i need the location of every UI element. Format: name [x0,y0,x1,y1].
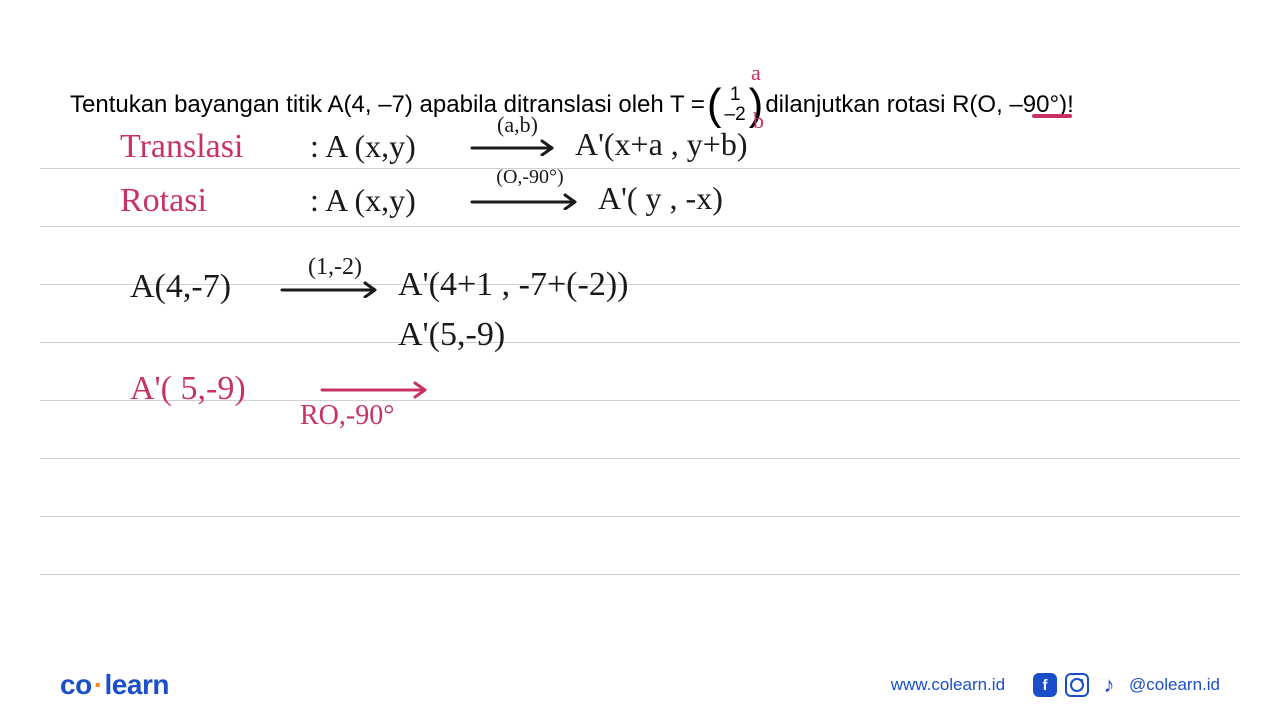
arrow-icon [470,188,590,210]
hw-line3-left: A(4,-7) [130,268,231,306]
logo-co: co [60,669,92,700]
hw-line1-left: : A (x,y) [310,128,416,165]
ruled-line [40,342,1240,343]
footer-right: www.colearn.id f ♪ @colearn.id [891,673,1220,697]
hw-line2-arrow: (O,-90°) [470,188,590,215]
logo-dot: · [94,669,103,700]
arrow-icon [320,378,440,400]
ruled-line [40,458,1240,459]
social-handle[interactable]: @colearn.id [1129,675,1220,695]
hw-line2-left: : A (x,y) [310,182,416,219]
hw-line5-left: A'( 5,-9) [130,370,246,408]
ruled-line [40,574,1240,575]
ruled-line [40,226,1240,227]
logo-learn: learn [105,669,169,700]
annotation-b: b [753,108,764,134]
problem-prefix: Tentukan bayangan titik A(4, –7) apabila… [70,91,705,119]
hw-line3-arrow-label: (1,-2) [308,254,362,281]
social-icons: f ♪ @colearn.id [1033,673,1220,697]
vector-top: 1 [725,85,746,105]
ruled-line [40,516,1240,517]
problem-statement: Tentukan bayangan titik A(4, –7) apabila… [70,85,1074,125]
problem-suffix: dilanjutkan rotasi R(O, –90°)! [765,91,1073,119]
hw-rotasi-label: Rotasi [120,182,207,220]
hw-line1-right: A'(x+a , y+b) [575,126,747,163]
hw-line1-arrow-label: (a,b) [497,112,538,138]
annotation-a: a [751,60,761,86]
facebook-icon[interactable]: f [1033,673,1057,697]
hw-translasi-label: Translasi [120,128,243,166]
hw-line2-arrow-label: (O,-90°) [496,166,563,189]
tiktok-icon[interactable]: ♪ [1097,673,1121,697]
vector-bottom: –2 [725,105,746,125]
footer-url[interactable]: www.colearn.id [891,675,1005,695]
hw-line2-right: A'( y , -x) [598,180,723,217]
underline-degree [1032,114,1072,118]
instagram-icon[interactable] [1065,673,1089,697]
hw-line3-right: A'(4+1 , -7+(-2)) [398,266,628,304]
hw-line5-under: RO,-90° [300,400,394,432]
hw-line4: A'(5,-9) [398,316,505,354]
brand-logo: co·learn [60,669,169,701]
ruled-line [40,168,1240,169]
hw-line1-arrow: (a,b) [470,134,565,161]
footer: co·learn www.colearn.id f ♪ @colearn.id [0,650,1280,720]
paren-left: ( [707,90,722,121]
whiteboard-area: Tentukan bayangan titik A(4, –7) apabila… [0,0,1280,650]
hw-line3-arrow: (1,-2) [280,276,390,303]
